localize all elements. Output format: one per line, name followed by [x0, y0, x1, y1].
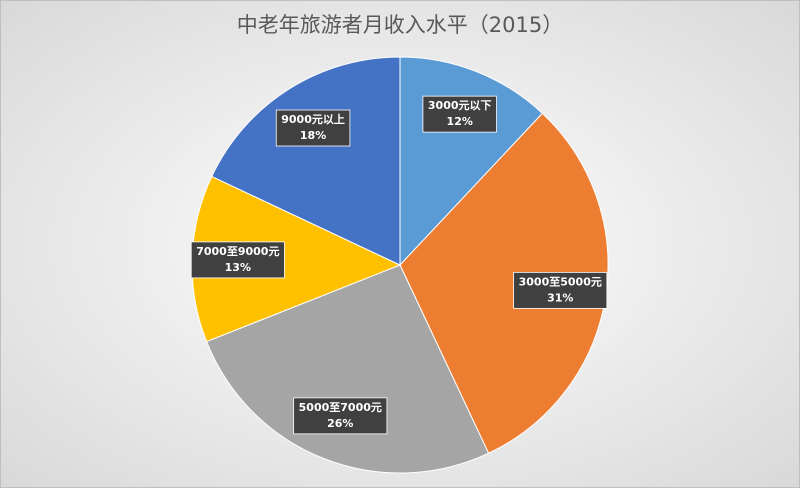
label-value: 18% — [300, 129, 326, 142]
data-label: 3000至5000元 31% — [513, 271, 608, 309]
data-label: 9000元以上 18% — [275, 109, 351, 147]
labels: 3000元以下 12% 3000至5000元 31% 5000至7000元 26% 7000… — [190, 95, 608, 435]
data-label: 3000元以下 12% — [422, 95, 497, 133]
data-label: 5000至7000元 26% — [293, 397, 388, 435]
label-box — [422, 95, 497, 133]
label-box — [513, 271, 608, 309]
slices — [191, 56, 609, 474]
label-category: 3000元以下 — [428, 99, 492, 112]
data-label: 7000至9000元 13% — [190, 241, 285, 279]
label-category: 7000至9000元 — [196, 245, 279, 258]
label-box — [190, 241, 285, 279]
label-value: 31% — [547, 291, 573, 304]
pie-slice — [211, 56, 401, 266]
label-category: 9000元以上 — [281, 112, 345, 126]
label-value: 26% — [327, 417, 353, 430]
label-value: 12% — [447, 115, 473, 128]
label-value: 13% — [225, 261, 251, 274]
label-category: 3000至5000元 — [519, 275, 602, 288]
label-box — [293, 397, 388, 435]
label-box — [275, 109, 351, 147]
pie-slice — [205, 264, 490, 474]
chart-title: 中老年旅游者月收入水平（2015） — [237, 13, 563, 37]
label-category: 5000至7000元 — [299, 401, 382, 414]
